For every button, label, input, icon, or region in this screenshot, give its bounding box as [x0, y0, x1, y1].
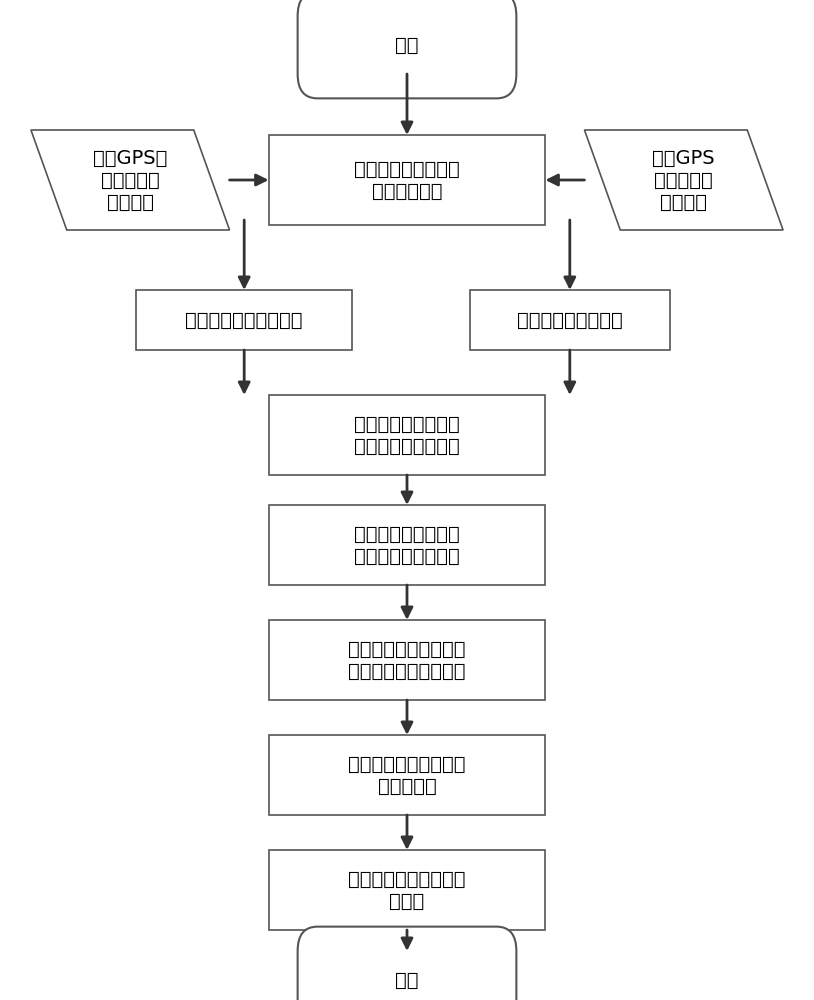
- FancyBboxPatch shape: [298, 0, 516, 98]
- Bar: [269, 505, 545, 585]
- Text: 结束: 结束: [396, 970, 418, 990]
- Text: 生成公交车速度信息: 生成公交车速度信息: [517, 310, 623, 330]
- Bar: [269, 620, 545, 700]
- Text: 获取每秒公交车辆的
位置信息和速度信息: 获取每秒公交车辆的 位置信息和速度信息: [354, 414, 460, 456]
- Text: 确定公交专用道上的瓶
颈路段: 确定公交专用道上的瓶 颈路段: [348, 869, 466, 910]
- Bar: [136, 290, 352, 350]
- Bar: [269, 395, 545, 475]
- Bar: [470, 290, 669, 350]
- Polygon shape: [31, 130, 230, 230]
- Text: 开始: 开始: [396, 35, 418, 54]
- Text: 车载GPS
提供坐标和
时间信息: 车载GPS 提供坐标和 时间信息: [653, 148, 715, 212]
- Text: 生成对应的公交车编号: 生成对应的公交车编号: [186, 310, 303, 330]
- FancyBboxPatch shape: [298, 927, 516, 1000]
- Bar: [269, 135, 545, 225]
- Polygon shape: [584, 130, 783, 230]
- Bar: [269, 850, 545, 930]
- Text: 确定公交专用道上的痑
似瓶颈路段: 确定公交专用道上的痑 似瓶颈路段: [348, 754, 466, 796]
- Text: 数据处理中心对数据
进行一次处理: 数据处理中心对数据 进行一次处理: [354, 159, 460, 200]
- Text: 计算公交车在不同路段
和时间段内的平均速度: 计算公交车在不同路段 和时间段内的平均速度: [348, 640, 466, 680]
- Bar: [269, 735, 545, 815]
- Text: 车载GPS提
供公交运行
数据编码: 车载GPS提 供公交运行 数据编码: [93, 148, 168, 212]
- Text: 空间上进行路段划分
时间上进行时段划分: 空间上进行路段划分 时间上进行时段划分: [354, 524, 460, 566]
